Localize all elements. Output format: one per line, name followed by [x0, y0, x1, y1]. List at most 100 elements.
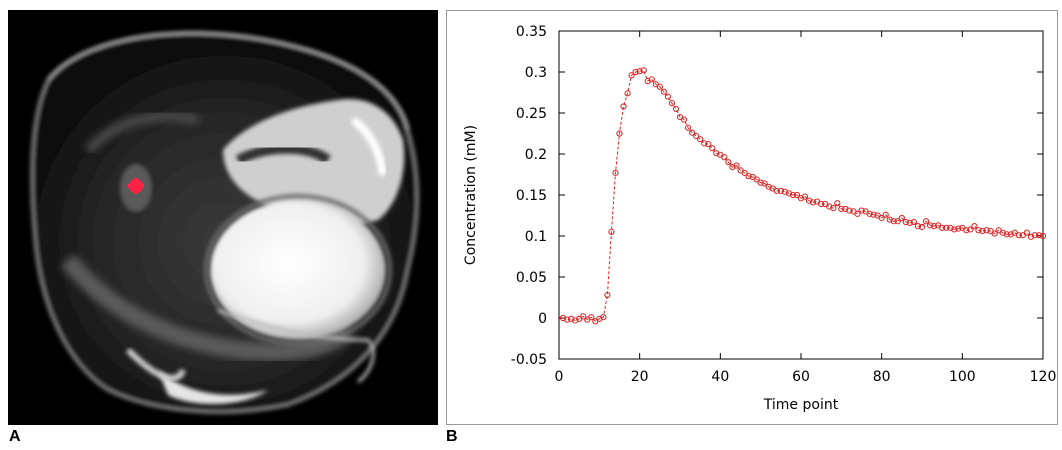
x-tick-label: 20 — [631, 369, 649, 385]
data-point — [951, 226, 958, 233]
data-point — [777, 187, 784, 194]
data-point — [725, 159, 732, 166]
y-tick-label: 0.15 — [516, 188, 547, 204]
data-point — [757, 179, 764, 186]
y-tick-label: 0.1 — [525, 229, 547, 245]
data-point — [612, 169, 619, 176]
data-point — [741, 169, 748, 176]
x-tick-label: 60 — [792, 369, 810, 385]
data-point — [713, 150, 720, 157]
data-point — [773, 187, 780, 194]
data-point — [971, 223, 978, 230]
data-point — [648, 76, 655, 83]
data-point — [588, 314, 595, 321]
data-point — [931, 223, 938, 230]
data-point — [955, 225, 962, 232]
y-tick-label: 0.3 — [525, 65, 547, 81]
data-point — [733, 162, 740, 169]
data-point — [842, 205, 849, 213]
data-point — [918, 223, 926, 231]
data-point — [620, 103, 627, 110]
data-point — [559, 314, 567, 322]
data-point — [866, 210, 873, 217]
y-tick-label: 0.35 — [516, 24, 547, 40]
data-point — [963, 227, 970, 234]
x-tick-label: 0 — [555, 369, 564, 385]
series-dashed-line — [562, 69, 1044, 322]
data-point — [818, 200, 825, 208]
data-point — [616, 130, 623, 137]
data-point — [830, 205, 837, 212]
data-point — [846, 207, 853, 214]
data-point — [709, 145, 716, 152]
y-axis-label: Concentration (mM) — [463, 125, 479, 265]
data-point — [705, 141, 712, 148]
x-axis-label: Time point — [763, 397, 839, 413]
data-point — [781, 188, 788, 195]
data-point — [890, 218, 897, 225]
data-point — [761, 180, 768, 187]
data-point — [789, 191, 797, 199]
x-tick-label: 80 — [873, 369, 891, 385]
concentration-time-chart: 0 20 40 60 80 100 120 -0.05 0 0.05 0.1 0.15 0.2 0.25 0… — [463, 24, 1057, 413]
data-point — [943, 224, 950, 231]
y-tick-label: 0.05 — [516, 270, 547, 286]
tick-labels: 0 20 40 60 80 100 120 -0.05 0 0.05 0.1 0.15 0.2 0.25 0… — [511, 24, 1057, 385]
panel-label-b: B — [446, 428, 458, 445]
data-point — [834, 200, 841, 207]
data-point — [922, 218, 930, 225]
data-point — [680, 116, 688, 123]
data-point — [1007, 231, 1014, 238]
data-point — [999, 229, 1006, 236]
data-point — [983, 227, 990, 234]
data-point — [1039, 232, 1047, 240]
plot-frame — [558, 30, 1044, 360]
data-point — [640, 67, 647, 74]
data-point — [914, 223, 922, 230]
data-point — [854, 210, 861, 217]
data-point — [793, 191, 801, 199]
data-point — [1035, 232, 1043, 239]
data-point — [939, 224, 946, 231]
data-point — [886, 216, 893, 223]
data-point — [870, 211, 877, 218]
y-tick-label: 0.2 — [525, 147, 547, 163]
data-point — [600, 314, 607, 321]
data-point — [693, 132, 700, 140]
data-point — [894, 218, 901, 225]
data-point — [898, 214, 905, 222]
data-point — [568, 315, 575, 322]
data-point — [967, 226, 974, 233]
data-point — [697, 136, 704, 143]
data-point — [636, 68, 643, 75]
data-point — [644, 77, 651, 85]
x-tick-label: 120 — [1030, 369, 1057, 385]
data-point — [801, 193, 809, 200]
roi-marker-icon — [128, 178, 144, 194]
data-point — [668, 100, 676, 107]
data-point — [572, 317, 579, 324]
data-point — [628, 72, 635, 79]
data-point — [882, 211, 889, 218]
data-point — [604, 291, 611, 299]
data-point — [838, 205, 845, 213]
data-point — [624, 90, 631, 97]
data-point — [1027, 233, 1035, 240]
y-tick-label: -0.05 — [511, 352, 547, 368]
x-tick-label: 40 — [711, 369, 729, 385]
data-point — [684, 124, 692, 131]
panel-label-a: A — [9, 428, 21, 445]
y-tick-label: 0.25 — [516, 106, 547, 122]
series-line — [559, 67, 1047, 325]
data-point — [1003, 231, 1010, 238]
data-point — [878, 214, 885, 222]
mri-axial-slice-image — [8, 10, 438, 425]
data-point — [975, 227, 982, 234]
y-tick-label: 0 — [538, 311, 547, 327]
data-point — [563, 316, 571, 323]
concentration-chart-panel: 0 20 40 60 80 100 120 -0.05 0 0.05 0.1 0.15 0.2 0.25 0… — [446, 10, 1058, 425]
data-point — [906, 219, 913, 226]
data-point — [1031, 232, 1039, 239]
data-point — [664, 93, 671, 100]
data-point — [826, 203, 833, 210]
